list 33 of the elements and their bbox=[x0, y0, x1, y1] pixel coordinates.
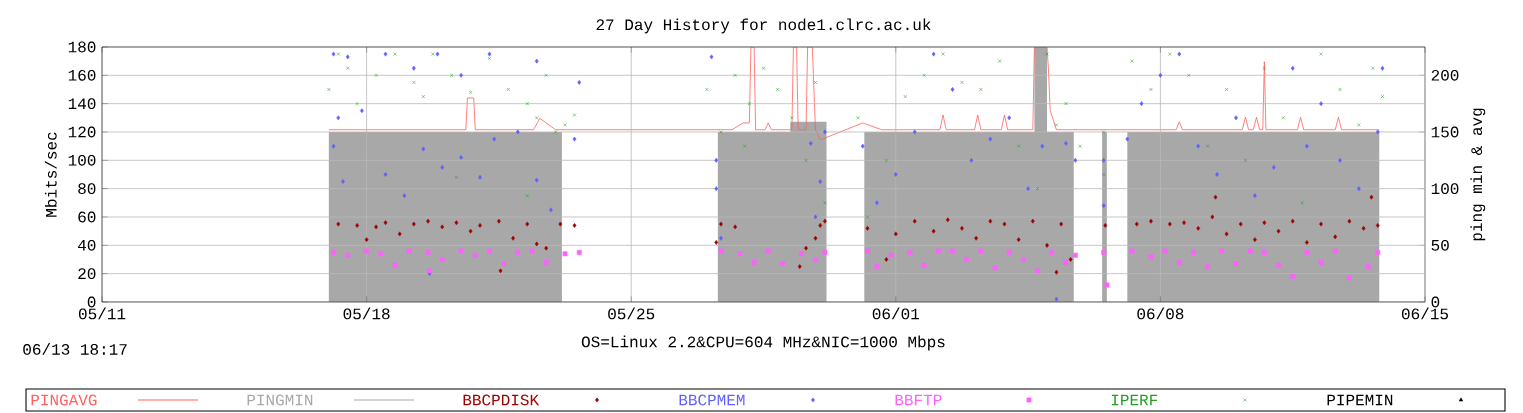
y-tick-label: 180 bbox=[68, 41, 96, 53]
text: PINGAVG bbox=[31, 394, 97, 406]
chart-title: 27 Day History for node1.clrc.ac.uk bbox=[596, 18, 931, 34]
y2-tick-label: 200 bbox=[1431, 69, 1459, 81]
y-tick-label: 20 bbox=[78, 268, 96, 280]
x-tick-label: 05/25 bbox=[608, 307, 655, 320]
y-tick-label: 120 bbox=[68, 126, 96, 138]
text: IPERF bbox=[1111, 394, 1158, 406]
y-tick-label: 140 bbox=[68, 98, 96, 110]
y2-tick-label: 0 bbox=[1431, 296, 1440, 308]
y2-tick-label: 50 bbox=[1431, 239, 1449, 251]
x-tick-label: 06/15 bbox=[1401, 307, 1448, 320]
y-tick-label: 60 bbox=[78, 211, 96, 223]
text: PINGMIN bbox=[247, 394, 313, 406]
y-axis-title: Mbits/sec bbox=[44, 132, 57, 217]
x-tick-label: 05/11 bbox=[78, 307, 126, 320]
y-tick-label: 160 bbox=[68, 69, 96, 81]
text: BBCPMEM bbox=[679, 394, 745, 406]
y2-axis-title: ping min & avg bbox=[1470, 108, 1486, 241]
legend-label: PIPEMIN bbox=[1327, 394, 1393, 406]
text: BBCPDISK bbox=[463, 394, 540, 406]
y-tick-label: 0 bbox=[87, 296, 96, 308]
y2-tick-label: 100 bbox=[1431, 183, 1459, 195]
x-tick-label: 06/08 bbox=[1137, 307, 1184, 320]
x-axis-title: OS=Linux 2.2&CPU=604 MHz&NIC=1000 Mbps bbox=[581, 335, 945, 351]
y2-tick-label: 150 bbox=[1431, 126, 1459, 138]
x-tick-label: 05/18 bbox=[343, 307, 390, 320]
text: 06/13 18:17 bbox=[23, 343, 127, 355]
y-tick-label: 80 bbox=[78, 183, 96, 195]
x-tick-label: 06/01 bbox=[872, 307, 920, 320]
text: BBFTP bbox=[895, 394, 942, 406]
y-tick-label: 100 bbox=[68, 154, 96, 166]
y-tick-label: 40 bbox=[78, 239, 96, 251]
